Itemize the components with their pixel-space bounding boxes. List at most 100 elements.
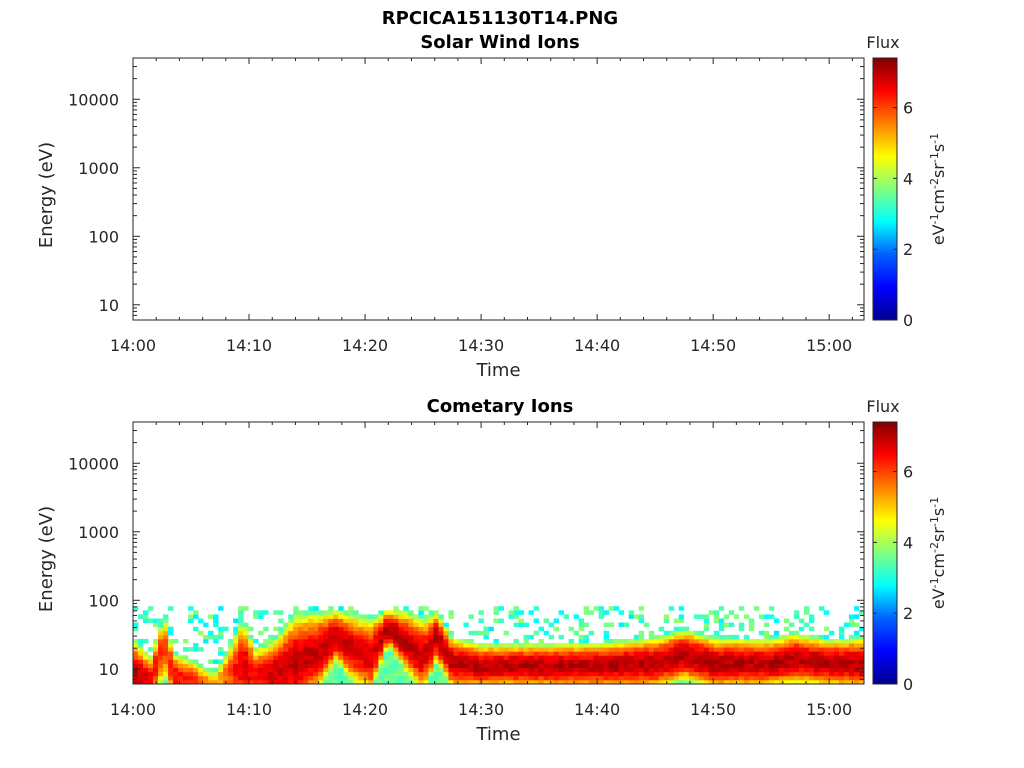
flux-cell: [258, 663, 264, 669]
flux-cell: [393, 634, 399, 640]
flux-cell: [313, 622, 319, 628]
flux-cell: [603, 679, 610, 684]
flux-cell: [293, 638, 299, 644]
flux-cell: [618, 610, 625, 615]
flux-cell: [308, 679, 314, 684]
flux-cell: [683, 667, 690, 673]
flux-cell: [133, 663, 139, 669]
flux-cell: [733, 659, 740, 664]
flux-cell: [393, 655, 399, 660]
flux-cell: [528, 655, 534, 660]
flux-cell: [313, 610, 319, 615]
flux-cell: [523, 651, 529, 656]
x-tick-label: 14:10: [226, 700, 272, 719]
flux-cell: [258, 610, 264, 615]
flux-cell: [548, 647, 554, 652]
flux-cell: [713, 679, 720, 684]
flux-cell: [588, 655, 595, 660]
flux-cell: [688, 638, 695, 644]
flux-cell: [838, 630, 845, 636]
flux-cell: [723, 671, 730, 677]
flux-cell: [723, 643, 730, 648]
flux-cell: [738, 675, 745, 681]
flux-cell: [408, 651, 414, 656]
flux-cell: [443, 679, 449, 684]
flux-cell: [728, 663, 735, 669]
flux-cell: [673, 671, 680, 677]
flux-cell: [818, 679, 825, 684]
x-tick-label: 14:00: [110, 336, 156, 355]
flux-cell: [403, 675, 409, 681]
flux-cell: [753, 651, 760, 656]
colorbar-tick-label: 0: [903, 675, 913, 694]
flux-cell: [238, 651, 244, 656]
flux-cell: [618, 667, 625, 673]
flux-cell: [233, 663, 239, 669]
flux-cell: [843, 671, 850, 677]
flux-cell: [478, 663, 484, 669]
y-tick-label: 10000: [68, 454, 119, 473]
flux-cell: [768, 651, 775, 656]
flux-cell: [603, 630, 610, 636]
flux-cell: [283, 638, 289, 644]
flux-cell: [708, 663, 715, 669]
flux-cell: [388, 655, 394, 660]
flux-cell: [388, 614, 394, 619]
flux-cell: [358, 643, 364, 648]
flux-cell: [383, 671, 389, 677]
flux-cell: [473, 675, 479, 681]
flux-cell: [653, 655, 660, 660]
flux-cell: [638, 679, 645, 684]
flux-cell: [528, 647, 534, 652]
flux-cell: [723, 659, 730, 664]
flux-cell: [698, 679, 705, 684]
flux-cell: [468, 663, 474, 669]
flux-cell: [483, 671, 489, 677]
flux-cell: [478, 667, 484, 673]
flux-cell: [288, 622, 294, 628]
flux-cell: [433, 618, 439, 623]
flux-cell: [473, 663, 479, 669]
flux-cell: [393, 643, 399, 648]
flux-cell: [323, 663, 329, 669]
flux-cell: [218, 671, 224, 677]
flux-cell: [743, 651, 750, 656]
flux-cell: [813, 634, 820, 640]
flux-cell: [463, 647, 469, 652]
flux-cell: [793, 630, 800, 636]
flux-cell: [613, 647, 620, 652]
flux-cell: [578, 671, 585, 677]
flux-cell: [553, 643, 559, 648]
flux-cell: [738, 671, 745, 677]
flux-cell: [448, 675, 454, 681]
flux-cell: [283, 679, 289, 684]
flux-cell: [163, 655, 169, 660]
flux-cell: [423, 655, 429, 660]
flux-cell: [403, 622, 409, 628]
flux-cell: [363, 651, 369, 656]
flux-cell: [793, 667, 800, 673]
flux-cell: [628, 638, 635, 644]
flux-cell: [163, 634, 169, 640]
flux-cell: [508, 671, 514, 677]
flux-cell: [758, 630, 765, 636]
flux-cell: [143, 659, 149, 664]
flux-cell: [238, 634, 244, 640]
flux-cell: [313, 643, 319, 648]
flux-cell: [348, 655, 354, 660]
flux-cell: [283, 667, 289, 673]
flux-cell: [708, 610, 715, 615]
flux-cell: [593, 647, 600, 652]
flux-cell: [313, 671, 319, 677]
flux-cell: [443, 667, 449, 673]
flux-cell: [308, 667, 314, 673]
flux-cell: [563, 651, 569, 656]
flux-cell: [628, 675, 635, 681]
flux-cell: [603, 667, 610, 673]
flux-cell: [383, 610, 389, 615]
flux-cell: [423, 667, 429, 673]
flux-cell: [183, 663, 189, 669]
flux-cell: [218, 630, 224, 636]
flux-cell: [663, 667, 670, 673]
flux-cell: [693, 643, 700, 648]
